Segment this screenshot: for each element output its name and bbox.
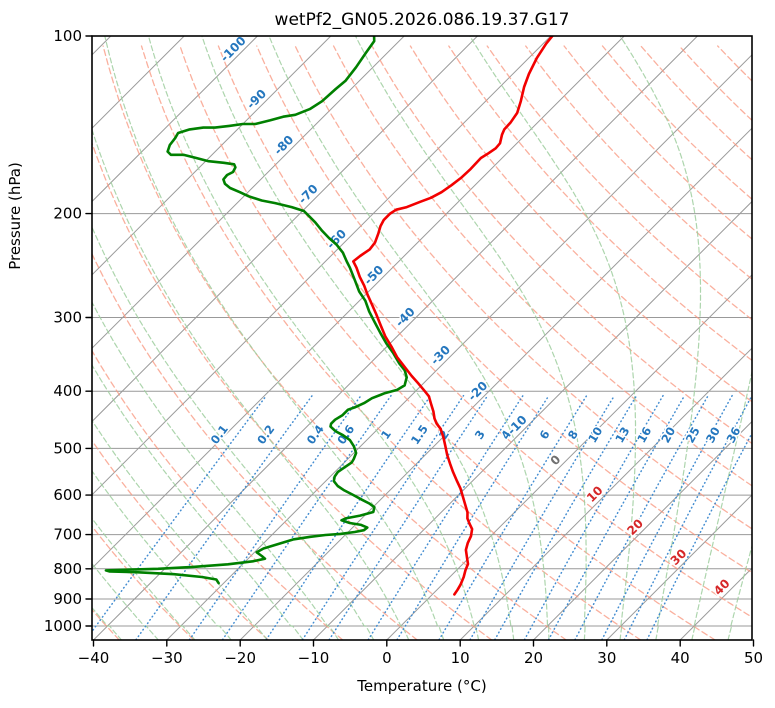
svg-text:1000: 1000 xyxy=(44,617,82,635)
svg-text:−30: −30 xyxy=(151,649,183,667)
svg-text:10: 10 xyxy=(451,649,470,667)
temperature-curve xyxy=(352,36,554,596)
svg-text:300: 300 xyxy=(53,309,82,327)
moist-adiabat-lines xyxy=(92,36,752,640)
svg-text:600: 600 xyxy=(53,486,82,504)
svg-text:800: 800 xyxy=(53,560,82,578)
svg-text:50: 50 xyxy=(744,649,763,667)
svg-text:−40: −40 xyxy=(78,649,110,667)
svg-text:500: 500 xyxy=(53,439,82,457)
svg-text:100: 100 xyxy=(53,27,82,45)
x-tick-labels: −40 −30 −20 −10 0 10 20 30 40 50 xyxy=(78,639,763,667)
svg-text:−20: −20 xyxy=(224,649,256,667)
y-tick-labels: 100 200 300 400 500 600 700 800 900 1000 xyxy=(44,27,93,635)
svg-text:700: 700 xyxy=(53,526,82,544)
dewpoint-curve xyxy=(104,36,408,585)
chart-title: wetPf2_GN05.2026.086.19.37.G17 xyxy=(275,10,570,30)
svg-text:40: 40 xyxy=(671,649,690,667)
svg-text:900: 900 xyxy=(53,590,82,608)
axis-frame xyxy=(91,35,753,641)
x-axis-label: Temperature (°C) xyxy=(356,677,486,695)
svg-text:400: 400 xyxy=(53,382,82,400)
svg-text:200: 200 xyxy=(53,205,82,223)
svg-text:0: 0 xyxy=(382,649,392,667)
y-axis-label: Pressure (hPa) xyxy=(6,162,24,270)
svg-text:30: 30 xyxy=(597,649,616,667)
svg-text:−10: −10 xyxy=(298,649,330,667)
dry-adiabat-lines xyxy=(92,45,752,640)
svg-text:20: 20 xyxy=(524,649,543,667)
mixing-ratio-lines xyxy=(92,394,752,640)
